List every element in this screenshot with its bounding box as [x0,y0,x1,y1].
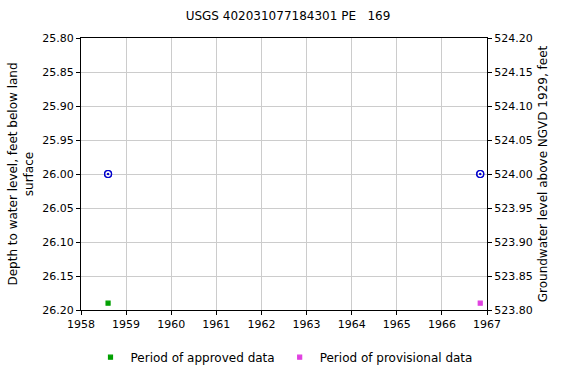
svg-text:26.15: 26.15 [42,270,74,283]
svg-text:25.80: 25.80 [42,32,74,45]
svg-text:524.10: 524.10 [494,100,533,113]
svg-text:523.90: 523.90 [494,236,533,249]
svg-text:523.80: 523.80 [494,304,533,317]
svg-text:524.20: 524.20 [494,32,533,45]
svg-text:1963: 1963 [293,318,321,331]
svg-text:25.95: 25.95 [42,134,74,147]
svg-text:26.05: 26.05 [42,202,74,215]
svg-text:25.90: 25.90 [42,100,74,113]
svg-text:Period of provisional data: Period of provisional data [320,351,473,365]
svg-text:1966: 1966 [428,318,456,331]
svg-text:Groundwater level above NGVD 1: Groundwater level above NGVD 1929, feet [536,45,550,302]
svg-text:1960: 1960 [157,318,185,331]
svg-text:Period of approved data: Period of approved data [131,351,275,365]
svg-text:1962: 1962 [247,318,275,331]
svg-text:26.10: 26.10 [42,236,74,249]
svg-text:1958: 1958 [67,318,95,331]
svg-text:26.20: 26.20 [42,304,74,317]
svg-text:1965: 1965 [383,318,411,331]
svg-text:523.95: 523.95 [494,202,533,215]
svg-text:25.85: 25.85 [42,66,74,79]
svg-text:523.85: 523.85 [494,270,533,283]
svg-text:1961: 1961 [202,318,230,331]
svg-text:26.00: 26.00 [42,168,74,181]
svg-text:524.15: 524.15 [494,66,533,79]
svg-text:1959: 1959 [112,318,140,331]
svg-text:1964: 1964 [338,318,366,331]
svg-text:Depth to water level, feet bel: Depth to water level, feet below landsur… [6,62,36,285]
svg-text:524.05: 524.05 [494,134,533,147]
svg-text:USGS 402031077184301 PE 169: USGS 402031077184301 PE 169 [186,9,391,23]
svg-text:1967: 1967 [473,318,501,331]
svg-text:524.00: 524.00 [494,168,533,181]
